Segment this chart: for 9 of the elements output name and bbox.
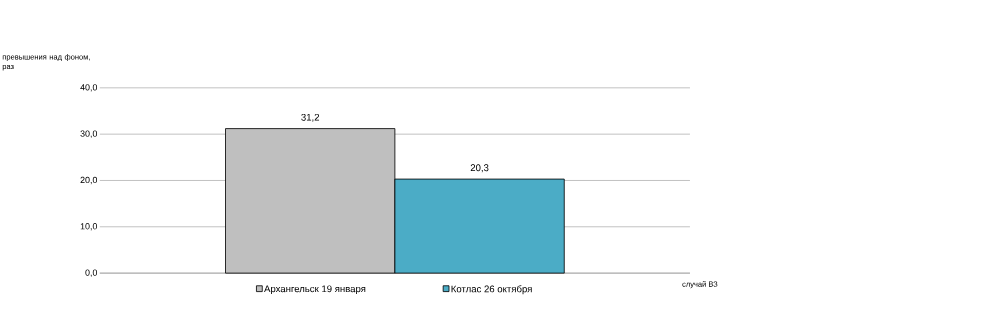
y-tick-label: 0,0 <box>85 269 98 277</box>
y-tick-label: 20,0 <box>80 176 98 185</box>
y-tick-label: 30,0 <box>80 130 98 138</box>
y-tick-label: 10,0 <box>80 223 98 231</box>
legend-label: Котлас 26 октября <box>451 285 532 295</box>
data-label: 20,3 <box>470 164 489 173</box>
data-label: 31,2 <box>301 113 320 122</box>
legend-label: Архангельск 19 января <box>264 285 366 295</box>
y-tick-label: 40,0 <box>80 84 98 92</box>
